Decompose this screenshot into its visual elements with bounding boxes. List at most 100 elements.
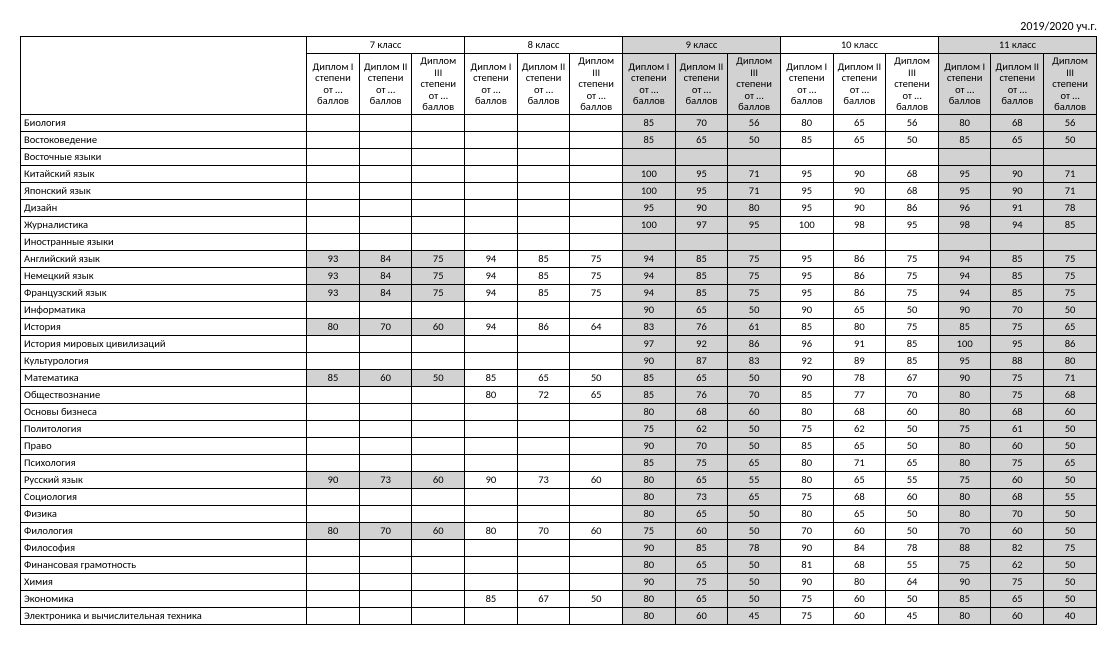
score-cell: 50: [1044, 471, 1097, 488]
score-cell: 97: [675, 216, 728, 233]
score-cell: 95: [780, 182, 833, 199]
score-cell: [517, 114, 570, 131]
score-cell: 60: [675, 522, 728, 539]
score-cell: [359, 301, 412, 318]
table-row: Основы бизнеса806860806860806860: [21, 403, 1097, 420]
score-cell: [359, 403, 412, 420]
subject-name: Французский язык: [21, 284, 307, 301]
score-cell: [359, 488, 412, 505]
diploma-header: Диплом IIIстепениот … баллов: [1044, 54, 1097, 115]
score-cell: 78: [728, 539, 781, 556]
score-cell: [359, 148, 412, 165]
grade-header: 7 класс: [307, 37, 465, 54]
score-cell: 95: [780, 250, 833, 267]
score-cell: 50: [1044, 556, 1097, 573]
score-cell: [359, 454, 412, 471]
score-cell: 85: [623, 386, 676, 403]
score-cell: [517, 403, 570, 420]
diploma-header: Диплом Iстепениот … баллов: [307, 54, 360, 115]
score-cell: 95: [886, 216, 939, 233]
score-cell: 88: [938, 539, 991, 556]
score-cell: 83: [728, 352, 781, 369]
score-cell: [465, 505, 518, 522]
score-cell: [833, 233, 886, 250]
score-cell: 85: [938, 318, 991, 335]
score-cell: [307, 420, 360, 437]
subject-name: Финансовая грамотность: [21, 556, 307, 573]
score-cell: [517, 131, 570, 148]
score-cell: [412, 386, 465, 403]
score-cell: 90: [780, 573, 833, 590]
score-cell: 100: [623, 216, 676, 233]
score-cell: 55: [1044, 488, 1097, 505]
score-cell: [307, 216, 360, 233]
score-cell: [307, 352, 360, 369]
score-cell: 50: [886, 505, 939, 522]
score-cell: 40: [1044, 607, 1097, 624]
score-cell: 85: [675, 250, 728, 267]
score-cell: 65: [675, 369, 728, 386]
score-cell: [359, 199, 412, 216]
score-cell: [570, 573, 623, 590]
score-cell: 71: [833, 454, 886, 471]
score-cell: 71: [728, 165, 781, 182]
score-cell: 71: [1044, 369, 1097, 386]
score-cell: 68: [1044, 386, 1097, 403]
score-cell: 68: [886, 182, 939, 199]
score-cell: [465, 437, 518, 454]
score-cell: [517, 539, 570, 556]
diploma-header: Диплом IIIстепениот … баллов: [728, 54, 781, 115]
score-cell: 75: [412, 250, 465, 267]
score-cell: 75: [886, 284, 939, 301]
score-cell: [517, 454, 570, 471]
score-cell: 94: [465, 267, 518, 284]
score-cell: 62: [991, 556, 1044, 573]
score-cell: 75: [780, 590, 833, 607]
score-cell: [465, 233, 518, 250]
score-cell: [780, 233, 833, 250]
score-cell: 68: [886, 165, 939, 182]
score-cell: 80: [623, 471, 676, 488]
score-cell: 62: [833, 420, 886, 437]
diploma-header: Диплом Iстепениот … баллов: [623, 54, 676, 115]
score-cell: 60: [728, 403, 781, 420]
score-cell: 61: [991, 420, 1044, 437]
score-cell: 50: [1044, 131, 1097, 148]
score-cell: 65: [570, 386, 623, 403]
score-cell: 55: [886, 471, 939, 488]
score-cell: 65: [675, 590, 728, 607]
score-cell: 71: [1044, 165, 1097, 182]
score-cell: 70: [991, 301, 1044, 318]
subject-name: Математика: [21, 369, 307, 386]
score-cell: 75: [780, 488, 833, 505]
subject-name: Экономика: [21, 590, 307, 607]
score-cell: 73: [359, 471, 412, 488]
score-cell: 91: [991, 199, 1044, 216]
score-cell: 70: [991, 505, 1044, 522]
score-cell: 85: [675, 539, 728, 556]
score-cell: 95: [938, 165, 991, 182]
score-cell: [938, 233, 991, 250]
score-cell: 65: [675, 471, 728, 488]
score-cell: [570, 233, 623, 250]
table-row: Финансовая грамотность806550816855756250: [21, 556, 1097, 573]
subject-name: Химия: [21, 573, 307, 590]
score-cell: 85: [1044, 216, 1097, 233]
score-cell: 70: [359, 318, 412, 335]
score-cell: 80: [938, 386, 991, 403]
score-cell: 95: [991, 335, 1044, 352]
score-cell: [570, 148, 623, 165]
score-cell: 84: [833, 539, 886, 556]
score-cell: 60: [675, 607, 728, 624]
subject-name: Английский язык: [21, 250, 307, 267]
score-cell: [517, 488, 570, 505]
score-cell: [465, 607, 518, 624]
score-cell: 75: [1044, 539, 1097, 556]
score-cell: 84: [359, 284, 412, 301]
score-cell: [570, 556, 623, 573]
score-cell: [517, 335, 570, 352]
score-cell: 95: [938, 182, 991, 199]
score-cell: 82: [991, 539, 1044, 556]
score-cell: 100: [938, 335, 991, 352]
diploma-header: Диплом Iстепениот … баллов: [465, 54, 518, 115]
